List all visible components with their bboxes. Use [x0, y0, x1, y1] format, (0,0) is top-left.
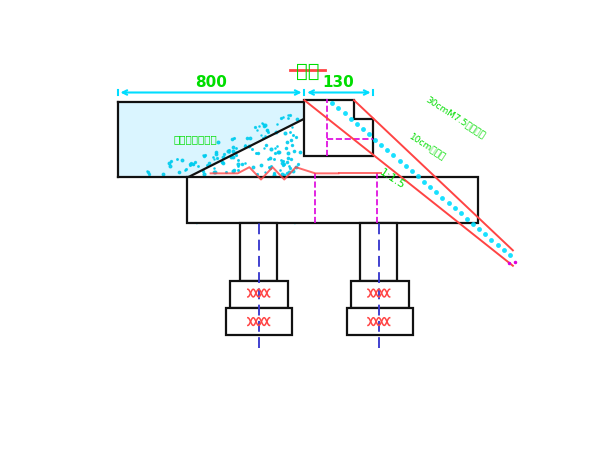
Text: 台背回填砂性土: 台背回填砂性土: [173, 134, 217, 144]
Text: 400: 400: [230, 204, 262, 219]
Bar: [347, 308, 413, 335]
Bar: [230, 281, 288, 308]
Bar: [187, 177, 478, 223]
Polygon shape: [304, 100, 373, 156]
Text: 侧面: 侧面: [296, 62, 319, 81]
Bar: [360, 223, 397, 281]
Text: 30cmM7.5浆砌片石: 30cmM7.5浆砌片石: [424, 95, 487, 140]
Bar: [351, 281, 409, 308]
Polygon shape: [118, 102, 304, 177]
Text: 800: 800: [194, 75, 227, 90]
Bar: [240, 223, 277, 281]
Bar: [226, 308, 292, 335]
Text: 130: 130: [323, 75, 355, 90]
Text: 10cm砂垫层: 10cm砂垫层: [408, 132, 448, 162]
Text: 1:1.5: 1:1.5: [377, 167, 406, 191]
